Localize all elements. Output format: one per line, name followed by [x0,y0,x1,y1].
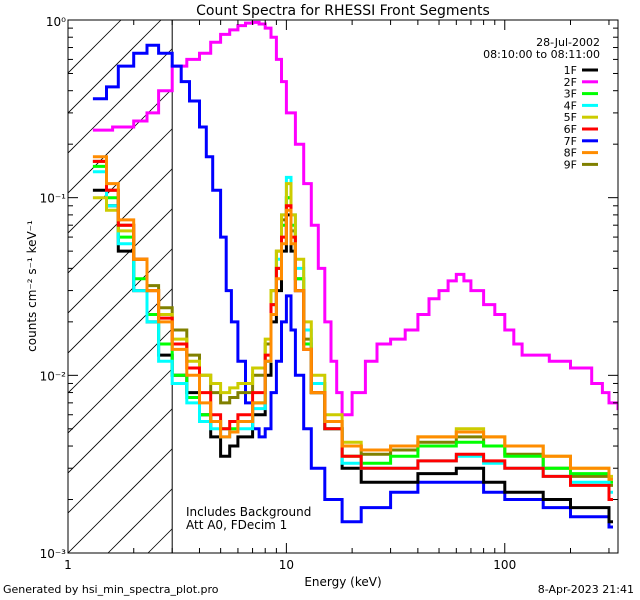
chart-title: Count Spectra for RHESSI Front Segments [196,3,490,19]
y-tick-label-1e-1: 10⁻¹ [40,192,67,206]
y-axis-label: counts cm⁻² s⁻¹ keV⁻¹ [25,220,39,352]
plot-frame [67,19,619,554]
legend-label-4F: 4F [564,99,577,112]
x-tick-label-100: 100 [493,558,516,572]
legend-label-6F: 6F [564,123,577,136]
y-tick-label-1e-3: 10⁻³ [40,547,67,561]
x-tick-label-10: 10 [279,558,294,572]
series-line-8F [92,155,613,481]
hatch-line [68,20,202,154]
legend-label-7F: 7F [564,135,577,148]
legend-label-2F: 2F [564,76,577,89]
y-tick-label-1e0: 10⁰ [46,15,66,29]
legend-label-1F: 1F [564,64,577,77]
legend-label-8F: 8F [564,147,577,160]
y-tick-label-1e-2: 10⁻² [40,369,67,383]
series-line-2F [92,20,618,417]
hatch-mask [172,20,618,553]
series-line-7F [92,43,613,529]
date-label: 28-Jul-2002 [536,36,600,49]
series-group [92,20,618,529]
annotation-attenuator: Att A0, FDecim 1 [186,518,287,532]
axis-ticks [67,19,618,554]
legend-label-5F: 5F [564,111,577,124]
x-tick-label-1: 1 [64,558,72,572]
timestamp-label: 8-Apr-2023 21:41 [538,583,634,596]
generated-by-label: Generated by hsi_min_spectra_plot.pro [3,583,219,596]
legend-label-9F: 9F [564,158,577,171]
annotation-background: Includes Background [186,505,311,519]
x-axis-label: Energy (keV) [304,575,381,589]
hatch-line [68,20,242,194]
time-range-label: 08:10:00 to 08:11:00 [483,48,600,61]
hatch-line [68,20,162,114]
legend-label-3F: 3F [564,88,577,101]
